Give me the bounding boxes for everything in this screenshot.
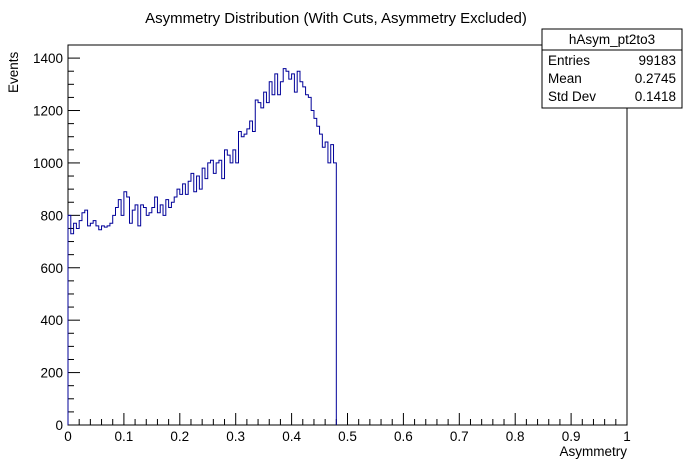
- x-tick-label: 0.1: [115, 429, 134, 444]
- x-tick-label: 0.5: [338, 429, 357, 444]
- x-tick-label: 0.7: [450, 429, 469, 444]
- y-tick-label: 200: [40, 366, 63, 381]
- y-axis-label: Events: [6, 51, 21, 93]
- x-tick-label: 0.2: [170, 429, 189, 444]
- stats-box-title: hAsym_pt2to3: [569, 32, 655, 47]
- y-tick-label: 400: [40, 313, 63, 328]
- y-tick-label: 600: [40, 261, 63, 276]
- y-tick-label: 0: [55, 418, 63, 433]
- x-axis: 0 0.1 0.2 0.3 0.4 0.5 0.6 0.7 0.8 0.9 1: [64, 413, 631, 444]
- stats-box-frame: [541, 28, 683, 109]
- stats-entries-value: 99183: [638, 53, 676, 68]
- stats-entries-label: Entries: [548, 53, 590, 68]
- y-tick-label: 1000: [33, 156, 63, 171]
- stats-stddev-value: 0.1418: [635, 89, 676, 104]
- x-tick-label: 1: [623, 429, 631, 444]
- x-tick-label: 0.3: [226, 429, 245, 444]
- x-tick-label: 0.4: [282, 429, 301, 444]
- stats-mean-label: Mean: [548, 71, 582, 86]
- x-axis-label: Asymmetry: [560, 444, 628, 459]
- x-tick-label: 0.8: [506, 429, 525, 444]
- y-tick-label: 1400: [33, 51, 63, 66]
- x-tick-label: 0: [64, 429, 72, 444]
- stats-box: hAsym_pt2to3 Entries 99183 Mean 0.2745 S…: [541, 28, 683, 109]
- stats-stddev-label: Std Dev: [548, 89, 596, 104]
- x-tick-label: 0.6: [394, 429, 413, 444]
- y-tick-label: 1200: [33, 104, 63, 119]
- stats-mean-value: 0.2745: [635, 71, 676, 86]
- y-axis: 0 200 400 600 800 1000 1200 1400: [33, 44, 80, 433]
- x-tick-label: 0.9: [562, 429, 581, 444]
- y-tick-label: 800: [40, 208, 63, 223]
- chart-title: Asymmetry Distribution (With Cuts, Asymm…: [145, 10, 527, 27]
- histogram-outline: [67, 68, 337, 425]
- histogram-series: [67, 68, 337, 425]
